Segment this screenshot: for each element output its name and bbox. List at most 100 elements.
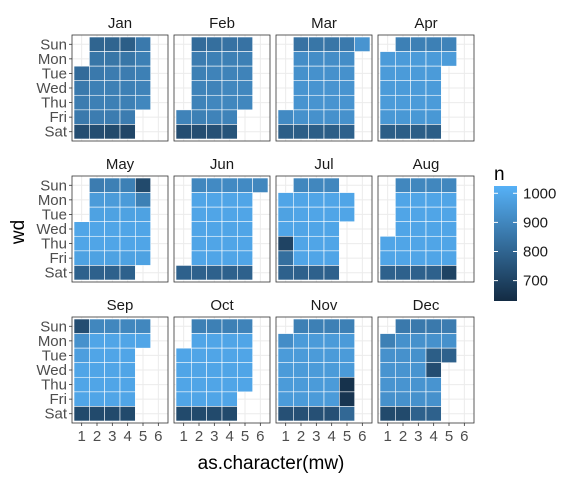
heatmap-cell <box>425 235 442 252</box>
heatmap-cell <box>293 391 309 407</box>
heatmap-cell <box>221 318 238 334</box>
heatmap-cell <box>206 406 223 422</box>
heatmap-cell <box>206 376 223 393</box>
panel-border <box>275 175 373 283</box>
heatmap-cell <box>104 206 121 223</box>
heatmap-cell <box>395 51 411 67</box>
heatmap-cell <box>119 376 136 393</box>
heatmap-cell <box>308 124 325 140</box>
heatmap-cell <box>206 221 223 237</box>
heatmap-cell <box>308 206 325 223</box>
heatmap-cell <box>293 376 309 393</box>
heatmap-cell <box>339 347 355 364</box>
heatmap-cell <box>191 206 207 223</box>
heatmap-cell <box>441 192 457 208</box>
heatmap-cell <box>395 192 411 208</box>
heatmap-cell <box>410 333 427 349</box>
heatmap-cell <box>119 36 136 52</box>
panel-border <box>275 316 373 424</box>
heatmap-cell <box>89 124 105 140</box>
y-tick-label: Tue <box>42 347 67 364</box>
heatmap-cell <box>410 250 427 266</box>
heatmap-cell <box>73 221 90 237</box>
legend-tick-label: 900 <box>523 214 548 231</box>
y-tick-label: Sun <box>40 36 67 53</box>
heatmap-cell <box>73 265 90 281</box>
heatmap-cell <box>395 177 411 193</box>
heatmap-cell <box>277 206 294 223</box>
heatmap-cell <box>323 250 340 266</box>
heatmap-cell <box>425 94 442 111</box>
heatmap-cell <box>293 36 309 52</box>
heatmap-cell <box>410 94 427 111</box>
heatmap-cell <box>339 318 355 334</box>
y-tick-label: Tue <box>42 206 67 223</box>
heatmap-cell <box>323 177 340 193</box>
heatmap-cell <box>339 333 355 349</box>
heatmap-cell <box>410 265 427 281</box>
heatmap-cell <box>425 376 442 393</box>
x-tick-label: 2 <box>297 428 305 445</box>
heatmap-cell <box>237 206 253 223</box>
heatmap-cell <box>175 362 192 378</box>
heatmap-cell <box>221 250 238 266</box>
heatmap-cell <box>277 265 294 281</box>
heatmap-cell <box>395 347 411 364</box>
heatmap-cell <box>89 250 105 266</box>
heatmap-cell <box>441 318 457 334</box>
heatmap-cell <box>104 376 121 393</box>
heatmap-cell <box>119 94 136 111</box>
heatmap-cell <box>293 333 309 349</box>
legend-colorbar <box>494 186 517 301</box>
heatmap-cell <box>308 235 325 252</box>
heatmap-cell <box>221 177 238 193</box>
heatmap-cell <box>410 221 427 237</box>
heatmap-cell <box>191 124 207 140</box>
heatmap-cell <box>293 65 309 82</box>
heatmap-cell <box>441 36 457 52</box>
heatmap-cell <box>119 333 136 349</box>
heatmap-cell <box>206 177 223 193</box>
facet-panel-aug: Aug <box>377 156 475 283</box>
heatmap-cell <box>339 65 355 82</box>
heatmap-cell <box>425 391 442 407</box>
facet-panel-jun: Jun <box>173 156 271 283</box>
heatmap-cell <box>119 318 136 334</box>
heatmap-cell <box>206 206 223 223</box>
heatmap-cell <box>104 94 121 111</box>
heatmap-cell <box>191 36 207 52</box>
heatmap-cell <box>323 221 340 237</box>
heatmap-cell <box>277 221 294 237</box>
heatmap-cell <box>410 177 427 193</box>
heatmap-cell <box>237 250 253 266</box>
facet-panel-mar: Mar <box>275 15 373 142</box>
heatmap-cell <box>410 235 427 252</box>
heatmap-cell <box>104 124 121 140</box>
heatmap-cell <box>221 391 238 407</box>
heatmap-cell <box>308 94 325 111</box>
heatmap-cell <box>323 391 340 407</box>
heatmap-cell <box>323 206 340 223</box>
heatmap-cell <box>339 109 355 125</box>
heatmap-cell <box>104 406 121 422</box>
heatmap-cell <box>237 221 253 237</box>
heatmap-cell <box>379 80 396 96</box>
panel-border <box>173 34 271 142</box>
heatmap-cell <box>277 235 294 252</box>
heatmap-cell <box>339 94 355 111</box>
heatmap-cell <box>339 124 355 140</box>
heatmap-cell <box>308 376 325 393</box>
heatmap-cell <box>293 206 309 223</box>
facet-title: May <box>106 156 135 173</box>
heatmap-cell <box>237 177 253 193</box>
heatmap-cell <box>73 250 90 266</box>
x-tick-label: 3 <box>210 428 218 445</box>
heatmap-cell <box>293 362 309 378</box>
heatmap-cell <box>119 347 136 364</box>
heatmap-cell <box>410 206 427 223</box>
heatmap-cell <box>206 333 223 349</box>
heatmap-cell <box>293 265 309 281</box>
heatmap-cell <box>379 109 396 125</box>
